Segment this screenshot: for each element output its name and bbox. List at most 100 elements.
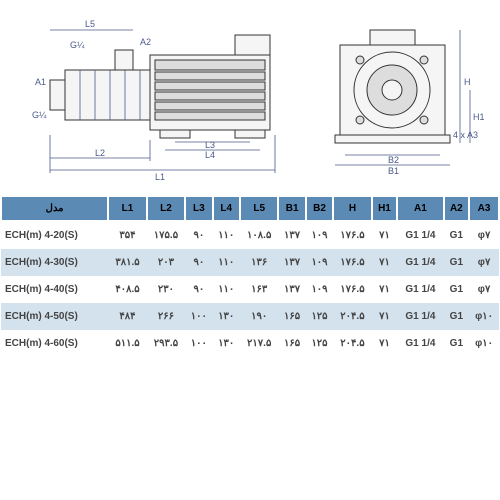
value-cell: ۴۸۴ xyxy=(108,303,146,330)
col-header: L5 xyxy=(240,196,278,221)
value-cell: G1 xyxy=(444,330,470,357)
value-cell: G1 xyxy=(444,221,470,249)
value-cell: ۷۱ xyxy=(372,276,398,303)
value-cell: φ۱۰ xyxy=(469,303,499,330)
dim-L2: L2 xyxy=(95,148,105,158)
dim-A3: 4 x A3 xyxy=(453,130,478,140)
value-cell: G1 1/4 xyxy=(397,276,443,303)
value-cell: ۲۶۶ xyxy=(147,303,185,330)
dimensions-table-wrap: مدلL1L2L3L4L5B1B2HH1A1A2A3 ECH(m) 4-20(S… xyxy=(0,195,500,357)
value-cell: ۱۲۵ xyxy=(306,330,333,357)
dim-L5: L5 xyxy=(85,19,95,29)
value-cell: ۱۰۰ xyxy=(185,303,212,330)
pump-diagram-svg: L1 L2 L3 L4 L5 A1 A2 G¼ G¼ H H1 B2 B1 4 … xyxy=(10,5,490,190)
value-cell: G1 xyxy=(444,249,470,276)
value-cell: ۹۰ xyxy=(185,276,212,303)
model-cell: ECH(m) 4-20(S) xyxy=(1,221,108,249)
value-cell: φ۷ xyxy=(469,249,499,276)
dim-H: H xyxy=(464,77,471,87)
value-cell: ۱۳۷ xyxy=(278,249,305,276)
value-cell: ۱۳۰ xyxy=(213,330,240,357)
col-header: H1 xyxy=(372,196,398,221)
value-cell: ۱۷۶.۵ xyxy=(333,221,371,249)
value-cell: ۹۰ xyxy=(185,249,212,276)
value-cell: ۳۸۱.۵ xyxy=(108,249,146,276)
col-header: B2 xyxy=(306,196,333,221)
dim-B1: B1 xyxy=(388,166,399,176)
technical-drawing: L1 L2 L3 L4 L5 A1 A2 G¼ G¼ H H1 B2 B1 4 … xyxy=(0,0,500,195)
col-header: A1 xyxy=(397,196,443,221)
value-cell: ۵۱۱.۵ xyxy=(108,330,146,357)
dim-G2: G¼ xyxy=(32,110,47,120)
value-cell: ۱۰۰ xyxy=(185,330,212,357)
value-cell: G1 1/4 xyxy=(397,330,443,357)
table-row: ECH(m) 4-30(S)۳۸۱.۵۲۰۳۹۰۱۱۰۱۳۶۱۳۷۱۰۹۱۷۶.… xyxy=(1,249,499,276)
value-cell: ۱۰۹ xyxy=(306,276,333,303)
value-cell: ۱۳۷ xyxy=(278,276,305,303)
table-row: ECH(m) 4-20(S)۳۵۴۱۷۵.۵۹۰۱۱۰۱۰۸.۵۱۳۷۱۰۹۱۷… xyxy=(1,221,499,249)
value-cell: φ۱۰ xyxy=(469,330,499,357)
value-cell: ۲۳۰ xyxy=(147,276,185,303)
dimensions-table: مدلL1L2L3L4L5B1B2HH1A1A2A3 ECH(m) 4-20(S… xyxy=(0,195,500,357)
dim-B2: B2 xyxy=(388,155,399,165)
col-header: A2 xyxy=(444,196,470,221)
dim-L3: L3 xyxy=(205,140,215,150)
value-cell: G1 xyxy=(444,303,470,330)
value-cell: ۱۶۵ xyxy=(278,303,305,330)
value-cell: ۳۵۴ xyxy=(108,221,146,249)
col-header: B1 xyxy=(278,196,305,221)
dim-G1: G¼ xyxy=(70,40,85,50)
front-view: H H1 B2 B1 4 x A3 xyxy=(335,30,485,176)
value-cell: ۲۱۷.۵ xyxy=(240,330,278,357)
side-view: L1 L2 L3 L4 L5 A1 A2 G¼ G¼ xyxy=(32,19,275,182)
model-cell: ECH(m) 4-40(S) xyxy=(1,276,108,303)
value-cell: φ۷ xyxy=(469,276,499,303)
col-header: L1 xyxy=(108,196,146,221)
dim-A2: A2 xyxy=(140,37,151,47)
value-cell: ۲۰۳ xyxy=(147,249,185,276)
value-cell: ۱۷۶.۵ xyxy=(333,249,371,276)
value-cell: ۱۰۹ xyxy=(306,249,333,276)
col-header: مدل xyxy=(1,196,108,221)
value-cell: ۱۶۵ xyxy=(278,330,305,357)
model-cell: ECH(m) 4-60(S) xyxy=(1,330,108,357)
col-header: H xyxy=(333,196,371,221)
value-cell: ۱۹۰ xyxy=(240,303,278,330)
value-cell: ۴۰۸.۵ xyxy=(108,276,146,303)
value-cell: ۲۰۴.۵ xyxy=(333,330,371,357)
model-cell: ECH(m) 4-50(S) xyxy=(1,303,108,330)
value-cell: G1 1/4 xyxy=(397,249,443,276)
value-cell: G1 1/4 xyxy=(397,221,443,249)
value-cell: ۱۳۶ xyxy=(240,249,278,276)
model-cell: ECH(m) 4-30(S) xyxy=(1,249,108,276)
value-cell: ۹۰ xyxy=(185,221,212,249)
col-header: L2 xyxy=(147,196,185,221)
value-cell: ۱۳۷ xyxy=(278,221,305,249)
value-cell: ۱۱۰ xyxy=(213,276,240,303)
value-cell: ۷۱ xyxy=(372,221,398,249)
col-header: L3 xyxy=(185,196,212,221)
col-header: L4 xyxy=(213,196,240,221)
value-cell: G1 1/4 xyxy=(397,303,443,330)
table-row: ECH(m) 4-40(S)۴۰۸.۵۲۳۰۹۰۱۱۰۱۶۳۱۳۷۱۰۹۱۷۶.… xyxy=(1,276,499,303)
dim-L4: L4 xyxy=(205,150,215,160)
value-cell: ۱۱۰ xyxy=(213,221,240,249)
value-cell: ۲۹۳.۵ xyxy=(147,330,185,357)
value-cell: ۱۳۰ xyxy=(213,303,240,330)
value-cell: G1 xyxy=(444,276,470,303)
value-cell: ۱۱۰ xyxy=(213,249,240,276)
value-cell: ۱۰۸.۵ xyxy=(240,221,278,249)
value-cell: ۱۰۹ xyxy=(306,221,333,249)
table-row: ECH(m) 4-60(S)۵۱۱.۵۲۹۳.۵۱۰۰۱۳۰۲۱۷.۵۱۶۵۱۲… xyxy=(1,330,499,357)
value-cell: ۱۷۶.۵ xyxy=(333,276,371,303)
value-cell: ۷۱ xyxy=(372,249,398,276)
value-cell: ۱۲۵ xyxy=(306,303,333,330)
table-row: ECH(m) 4-50(S)۴۸۴۲۶۶۱۰۰۱۳۰۱۹۰۱۶۵۱۲۵۲۰۴.۵… xyxy=(1,303,499,330)
dim-A1: A1 xyxy=(35,77,46,87)
col-header: A3 xyxy=(469,196,499,221)
value-cell: ۱۷۵.۵ xyxy=(147,221,185,249)
value-cell: φ۷ xyxy=(469,221,499,249)
dim-H1: H1 xyxy=(473,112,485,122)
value-cell: ۷۱ xyxy=(372,330,398,357)
value-cell: ۲۰۴.۵ xyxy=(333,303,371,330)
